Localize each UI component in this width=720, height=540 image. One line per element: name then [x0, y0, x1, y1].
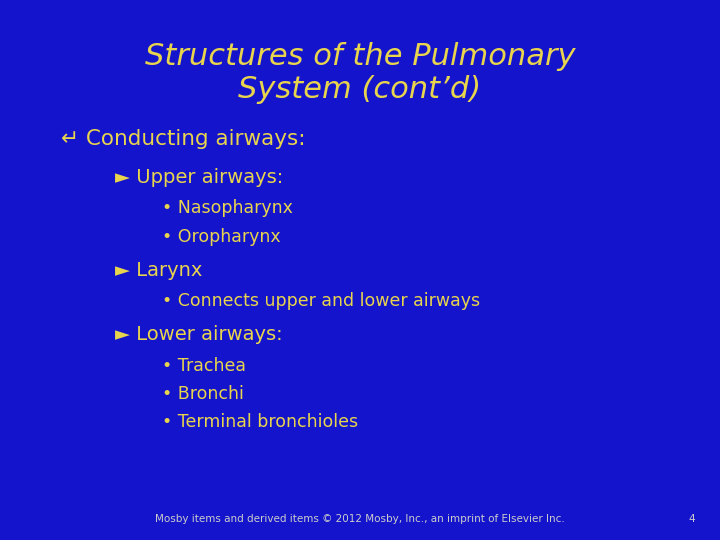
Text: • Oropharynx: • Oropharynx	[162, 227, 281, 246]
Text: • Nasopharynx: • Nasopharynx	[162, 199, 293, 218]
Text: Structures of the Pulmonary: Structures of the Pulmonary	[145, 42, 575, 71]
Text: System (cont’d): System (cont’d)	[238, 75, 482, 104]
Text: • Connects upper and lower airways: • Connects upper and lower airways	[162, 292, 480, 310]
Text: • Trachea: • Trachea	[162, 357, 246, 375]
Text: ► Lower airways:: ► Lower airways:	[115, 325, 283, 345]
Text: • Bronchi: • Bronchi	[162, 385, 244, 403]
Text: 4: 4	[688, 515, 695, 524]
Text: ↵ Conducting airways:: ↵ Conducting airways:	[61, 129, 306, 150]
Text: Mosby items and derived items © 2012 Mosby, Inc., an imprint of Elsevier Inc.: Mosby items and derived items © 2012 Mos…	[155, 515, 565, 524]
Text: ► Larynx: ► Larynx	[115, 260, 202, 280]
Text: ► Upper airways:: ► Upper airways:	[115, 167, 284, 187]
Text: • Terminal bronchioles: • Terminal bronchioles	[162, 413, 358, 431]
